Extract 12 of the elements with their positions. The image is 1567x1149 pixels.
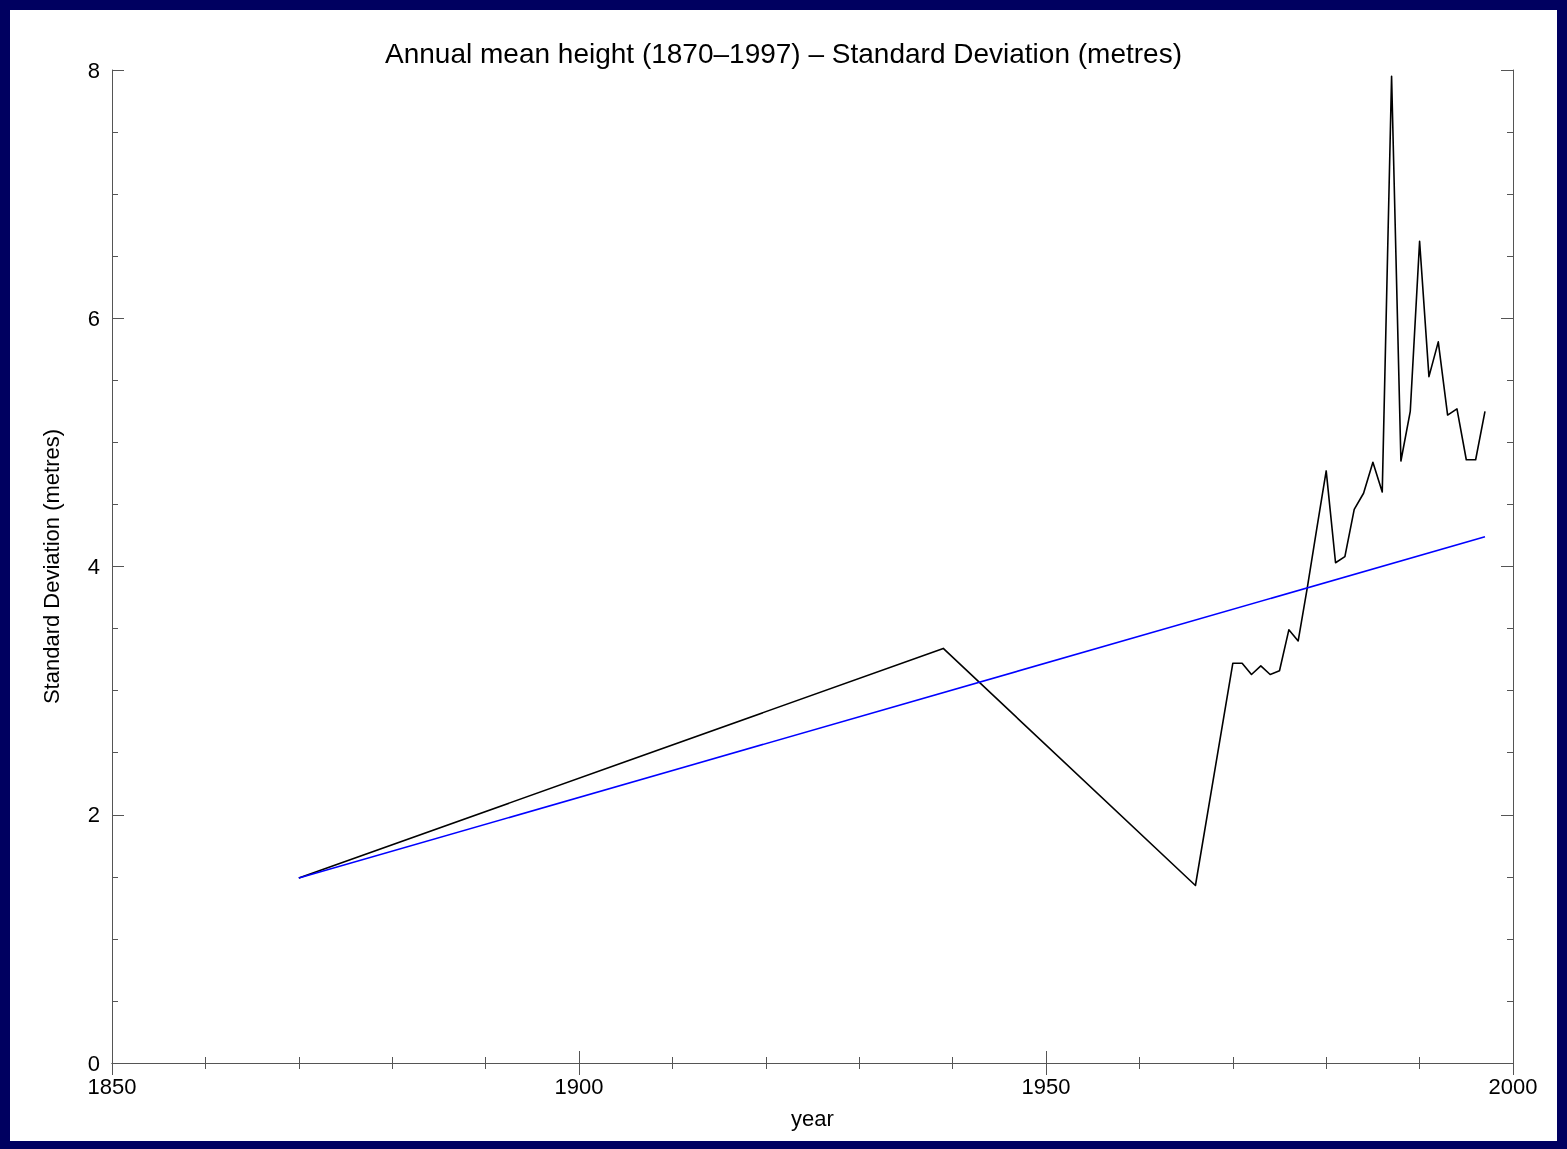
x-tick-label: 1950 [1021, 1073, 1071, 1099]
x-axis-title: year [791, 1105, 834, 1131]
x-tick-label: 1900 [554, 1073, 604, 1099]
y-tick-label: 8 [87, 57, 100, 83]
y-tick-label: 4 [87, 554, 100, 579]
chart-title: Annual mean height (1870–1997) – Standard Deviation (metres) [385, 37, 1182, 69]
y-tick-label: 6 [87, 305, 100, 331]
y-tick-label: 2 [87, 802, 100, 828]
y-tick-label: 0 [87, 1050, 100, 1076]
x-tick-label: 2000 [1488, 1073, 1538, 1099]
x-tick-label: 1850 [87, 1073, 137, 1099]
y-axis-title: Standard Deviation (metres) [38, 428, 64, 705]
